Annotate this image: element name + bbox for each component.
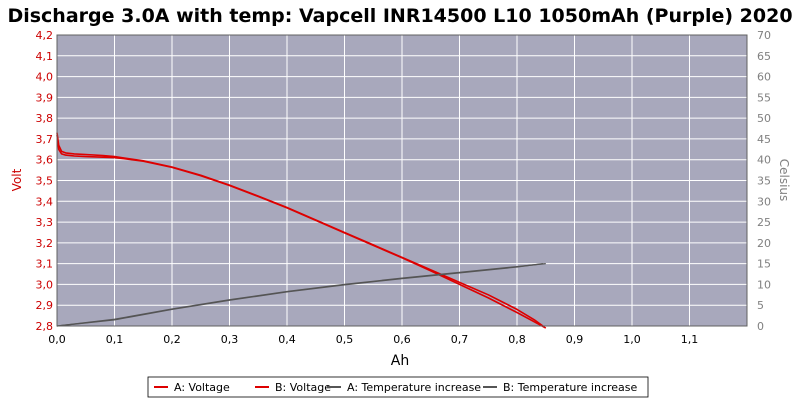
tick-label-right: 55: [757, 91, 771, 104]
series-group: [56, 132, 547, 329]
tick-label-left: 3,6: [36, 154, 54, 167]
tick-label-right: 65: [757, 50, 771, 63]
tick-label-left: 2,8: [36, 320, 54, 333]
tick-label-right: 25: [757, 216, 771, 229]
tick-label-left: 4,0: [36, 71, 54, 84]
tick-label-x: 0,7: [451, 333, 469, 346]
tick-label-right: 45: [757, 133, 771, 146]
legend-label: B: Temperature increase: [503, 381, 638, 394]
tick-label-right: 0: [757, 320, 764, 333]
tick-label-right: 60: [757, 71, 771, 84]
tick-label-right: 10: [757, 278, 771, 291]
tick-label-x: 0,6: [393, 333, 411, 346]
left-axis-ticks: 2,8 2,9 3,0 3,1 3,2 3,3 3,4 3,5 3,6 3,7 3,8 3,9 4,0 4…: [36, 29, 54, 333]
tick-label-x: 0,5: [336, 333, 354, 346]
tick-label-left: 4,2: [36, 29, 54, 42]
tick-label-x: 0,4: [278, 333, 296, 346]
tick-label-right: 30: [757, 195, 771, 208]
tick-label-x: 0,2: [163, 333, 181, 346]
legend-label: A: Temperature increase: [347, 381, 481, 394]
plot-border: [56, 34, 748, 327]
tick-label-left: 2,9: [36, 299, 54, 312]
legend-label: A: Voltage: [174, 381, 230, 394]
series-line-2: [56, 134, 547, 329]
tick-label-x: 0,0: [48, 333, 66, 346]
legend-box: [147, 376, 649, 398]
tick-label-left: 3,9: [36, 91, 54, 104]
tick-label-right: 20: [757, 237, 771, 250]
x-axis-ticks: 0,0 0,1 0,2 0,3 0,4 0,5 0,6 0,7 0,8 0,9 1,0 1,1: [48, 333, 698, 346]
x-axis-label: Ah: [391, 353, 409, 369]
legend: A: Voltage B: Voltage A: Temperature incre…: [147, 376, 649, 398]
tick-label-left: 3,5: [36, 175, 54, 188]
tick-label-right: 5: [757, 299, 764, 312]
right-axis-ticks: 0 5 10 15 20 25 30 35 40 45 50 55 60 65 70: [757, 29, 771, 333]
legend-label: B: Voltage: [275, 381, 331, 394]
tick-label-right: 70: [757, 29, 771, 42]
tick-label-right: 50: [757, 112, 771, 125]
tick-label-x: 0,1: [106, 333, 124, 346]
tick-label-x: 1,1: [681, 333, 699, 346]
tick-label-right: 15: [757, 258, 771, 271]
tick-label-left: 3,3: [36, 216, 54, 229]
tick-label-right: 40: [757, 154, 771, 167]
tick-label-x: 0,9: [566, 333, 584, 346]
y-axis-label-left: Volt: [10, 168, 24, 191]
tick-label-left: 3,0: [36, 278, 54, 291]
tick-label-right: 35: [757, 175, 771, 188]
tick-label-x: 0,3: [221, 333, 239, 346]
tick-label-left: 3,2: [36, 237, 54, 250]
tick-label-left: 3,7: [36, 133, 54, 146]
tick-label-left: 3,1: [36, 258, 54, 271]
tick-label-x: 0,8: [508, 333, 526, 346]
tick-label-left: 3,4: [36, 195, 54, 208]
tick-label-left: 3,8: [36, 112, 54, 125]
tick-label-left: 4,1: [36, 50, 54, 63]
chart-title: Discharge 3.0A with temp: Vapcell INR145…: [7, 5, 792, 27]
tick-label-x: 1,0: [623, 333, 641, 346]
y-axis-label-right: Celsius: [777, 159, 791, 202]
series-line-4: [56, 262, 546, 327]
